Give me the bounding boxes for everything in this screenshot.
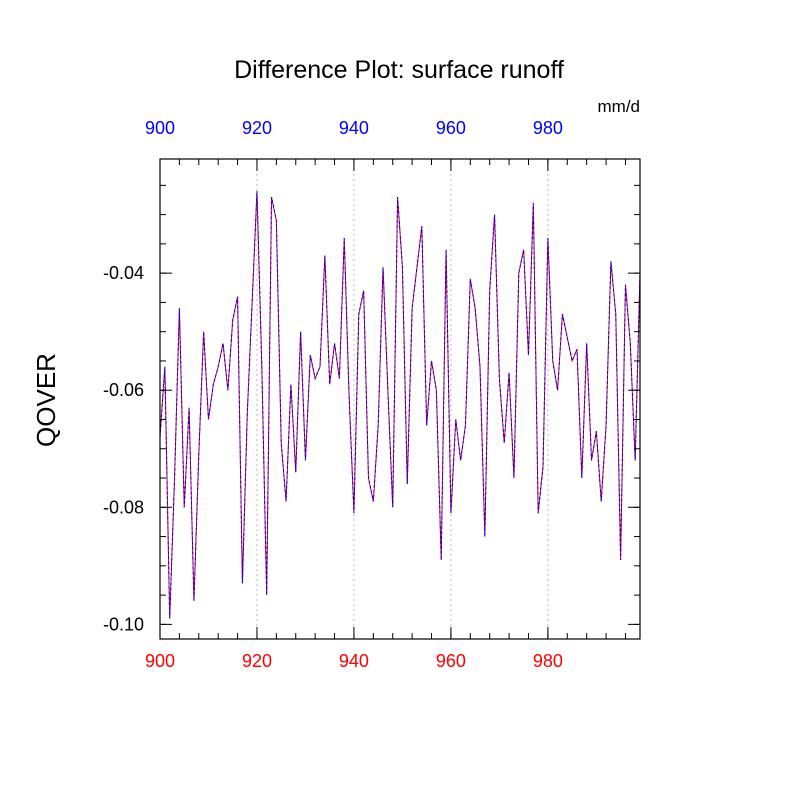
x-tick-label-top: 900 bbox=[145, 118, 175, 138]
chart-title: Difference Plot: surface runoff bbox=[234, 56, 564, 84]
x-tick-label-bottom: 940 bbox=[339, 651, 369, 671]
series-line-red bbox=[159, 191, 641, 619]
x-tick-label-bottom: 920 bbox=[242, 651, 272, 671]
units-label: mm/d bbox=[598, 97, 641, 116]
y-tick-label: -0.06 bbox=[103, 380, 144, 400]
y-tick-label: -0.08 bbox=[103, 497, 144, 517]
tick-layer bbox=[159, 159, 640, 639]
y-tick-label: -0.10 bbox=[103, 614, 144, 634]
x-tick-label-bottom: 900 bbox=[145, 651, 175, 671]
plot-frame bbox=[159, 158, 641, 640]
grid-layer bbox=[256, 159, 549, 639]
x-tick-label-bottom: 980 bbox=[533, 651, 563, 671]
x-tick-label-top: 960 bbox=[436, 118, 466, 138]
x-tick-label-top: 920 bbox=[242, 118, 272, 138]
y-tick-label: -0.04 bbox=[103, 263, 144, 283]
x-tick-label-bottom: 960 bbox=[436, 651, 466, 671]
x-tick-label-top: 980 bbox=[533, 118, 563, 138]
label-layer: 900 900 920 920 940 940 960 960 980 980 -0.10 -0.08… bbox=[103, 118, 563, 671]
x-tick-label-top: 940 bbox=[339, 118, 369, 138]
series-line-blue-dashed bbox=[159, 191, 641, 619]
y-axis-label: QOVER bbox=[31, 353, 61, 447]
series-layer bbox=[159, 191, 641, 619]
